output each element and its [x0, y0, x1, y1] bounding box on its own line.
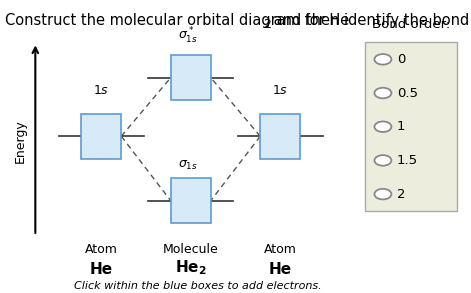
FancyBboxPatch shape [365, 42, 457, 211]
Text: Molecule: Molecule [163, 243, 219, 256]
Text: Energy: Energy [14, 119, 27, 163]
Text: $\sigma^*_{1s}$: $\sigma^*_{1s}$ [179, 26, 198, 46]
FancyBboxPatch shape [81, 113, 122, 159]
Circle shape [374, 189, 391, 199]
Text: Construct the molecular orbital diagram for He: Construct the molecular orbital diagram … [5, 13, 349, 28]
Text: 0: 0 [397, 53, 406, 66]
Text: Bond order:: Bond order: [372, 18, 450, 31]
FancyBboxPatch shape [171, 55, 211, 100]
Text: and then identify the bond order.: and then identify the bond order. [269, 13, 471, 28]
Text: $1s$: $1s$ [272, 84, 288, 97]
Circle shape [374, 155, 391, 166]
Text: Atom: Atom [85, 243, 118, 256]
Text: $\mathbf{He_2}$: $\mathbf{He_2}$ [175, 258, 207, 277]
Text: 2: 2 [263, 18, 271, 30]
Text: $1s$: $1s$ [93, 84, 109, 97]
Text: $\sigma_{1s}$: $\sigma_{1s}$ [179, 159, 198, 172]
Text: He: He [89, 262, 113, 277]
Text: 2: 2 [397, 188, 406, 201]
Circle shape [374, 88, 391, 98]
Text: 1: 1 [397, 120, 406, 133]
Circle shape [374, 121, 391, 132]
Text: Click within the blue boxes to add electrons.: Click within the blue boxes to add elect… [74, 281, 322, 291]
Text: Atom: Atom [264, 243, 297, 256]
Circle shape [374, 54, 391, 65]
Text: 1.5: 1.5 [397, 154, 418, 167]
Text: 0.5: 0.5 [397, 86, 418, 100]
Text: He: He [268, 262, 292, 277]
FancyBboxPatch shape [260, 113, 300, 159]
FancyBboxPatch shape [171, 178, 211, 224]
